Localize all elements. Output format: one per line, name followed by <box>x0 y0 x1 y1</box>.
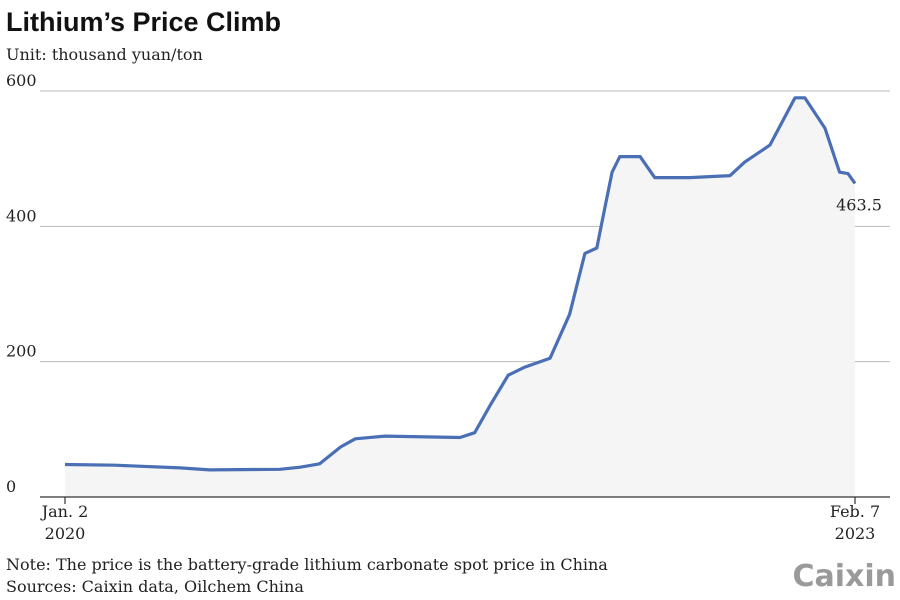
x-tick-label: Feb. 7 2023 <box>830 502 880 543</box>
note: Note: The price is the battery-grade lit… <box>6 555 608 574</box>
y-tick-label: 400 <box>6 206 37 225</box>
value-label: 463.5 <box>836 195 882 214</box>
chart-title: Lithium’s Price Climb <box>6 7 281 37</box>
logo: Caixin <box>792 559 896 594</box>
source: Sources: Caixin data, Oilchem China <box>6 577 304 596</box>
area <box>65 97 855 498</box>
y-tick-label: 600 <box>6 71 37 90</box>
y-tick-label: 0 <box>6 477 16 496</box>
chart-subtitle: Unit: thousand yuan/ton <box>6 45 203 64</box>
y-tick-label: 200 <box>6 342 37 361</box>
x-tick-label: Jan. 2 2020 <box>40 502 89 543</box>
line <box>64 96 857 472</box>
